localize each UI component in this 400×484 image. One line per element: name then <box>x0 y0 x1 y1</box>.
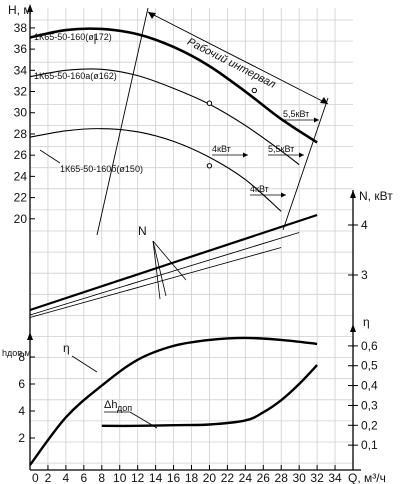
interval-left-boundary <box>96 7 149 236</box>
head-tick-label: 26 <box>14 148 28 162</box>
eff-tick-label: 0,5 <box>361 359 378 373</box>
x-tick-label: 32 <box>310 471 324 484</box>
n-leader-line <box>152 240 167 297</box>
n-leader-line <box>152 240 187 281</box>
left-axis-arrow-npsh <box>27 332 33 340</box>
head-curve-label: 1К65-50-160б(ø150) <box>60 164 143 174</box>
power-tick-label: 3 <box>361 268 368 282</box>
operating-point <box>206 163 213 169</box>
operating-point <box>206 100 213 106</box>
x-tick-label: 14 <box>149 471 163 484</box>
x-tick-label: 16 <box>167 471 181 484</box>
power-curve-2 <box>29 247 282 318</box>
left-axis-arrow <box>27 4 33 12</box>
head-curve-1 <box>29 68 300 166</box>
power-rating-label: 4кВт <box>212 144 231 154</box>
x-tick-label: 18 <box>185 471 199 484</box>
head-curve-2 <box>29 128 282 212</box>
eff-tick-label: 0,1 <box>361 438 378 452</box>
npsh-tick-label: 6 <box>18 377 25 391</box>
x-tick-label: 2 <box>45 471 52 484</box>
head-tick-label: 36 <box>14 42 28 56</box>
interval-arrow <box>320 97 328 104</box>
npsh-tick-label: 8 <box>18 350 25 364</box>
x-tick-label: 10 <box>113 471 127 484</box>
n-leader-line <box>152 240 161 300</box>
interval-arrow <box>148 12 156 19</box>
power-label-arrowhead <box>299 152 304 158</box>
x-tick-label: 4 <box>63 471 70 484</box>
eff-tick-label: 0,4 <box>361 379 378 393</box>
power-rating-label: 5,5кВт <box>268 144 294 154</box>
power-label-arrowhead <box>314 117 319 123</box>
x-axis-title: Q, м³/ч <box>348 471 386 484</box>
head-tick-label: 38 <box>14 21 28 35</box>
power-curve-1 <box>29 232 300 316</box>
head-axis-title: H, м <box>8 3 32 17</box>
power-label-arrowhead <box>281 192 286 198</box>
head-tick-label: 20 <box>14 212 28 226</box>
head-tick-label: 28 <box>14 127 28 141</box>
npsh-tick-label: 4 <box>18 404 25 418</box>
right-axis-arrow-eff <box>350 324 356 332</box>
x-tick-label: 26 <box>257 471 271 484</box>
eff-tick-label: 0,6 <box>361 339 378 353</box>
head-tick-label: 22 <box>14 191 28 205</box>
x-tick-label: 30 <box>292 471 306 484</box>
npsh-leader-line <box>129 411 158 429</box>
eff-axis-title: η <box>363 315 370 329</box>
power-rating-label: 4кВт <box>250 184 269 194</box>
x-tick-label: 6 <box>80 471 87 484</box>
head-curve-0 <box>29 27 318 144</box>
x-tick-label: 0 <box>32 471 39 484</box>
power-curve-0 <box>29 213 318 312</box>
leader-line <box>39 149 61 164</box>
x-tick-label: 12 <box>131 471 145 484</box>
npsh-curve-label: Δh <box>104 399 117 411</box>
head-tick-label: 30 <box>14 106 28 120</box>
npsh-axis-title: hдоп,м <box>2 348 31 358</box>
npsh-curve <box>101 364 318 428</box>
right-axis-arrow-power <box>350 190 356 198</box>
power-axis-title: N, кВт <box>359 189 393 203</box>
x-tick-label: 20 <box>203 471 217 484</box>
head-tick-label: 34 <box>14 63 28 77</box>
power-label-arrowhead <box>243 152 248 158</box>
power-rating-label: 5,5кВт <box>283 109 309 119</box>
n-label: N <box>138 224 147 238</box>
x-tick-label: 22 <box>221 471 235 484</box>
head-tick-label: 32 <box>14 85 28 99</box>
x-tick-label: 24 <box>239 471 253 484</box>
eff-tick-label: 0,2 <box>361 418 378 432</box>
npsh-tick-label: 2 <box>18 431 25 445</box>
power-tick-label: 4 <box>361 218 368 232</box>
x-tick-label: 28 <box>275 471 289 484</box>
interval-right-boundary <box>282 97 329 231</box>
npsh-curve-label-sub: доп <box>117 403 132 413</box>
interval-bracket-line <box>147 11 329 105</box>
x-tick-label: 34 <box>328 471 342 484</box>
operating-point <box>251 87 258 94</box>
head-tick-label: 24 <box>14 169 28 183</box>
eta-leader-line <box>71 355 98 373</box>
x-tick-label: 8 <box>98 471 105 484</box>
eff-tick-label: 0,3 <box>361 398 378 412</box>
head-curve-label: 1К65-50-160(ø172) <box>34 32 112 42</box>
eta-label: η <box>63 341 70 355</box>
efficiency-curve <box>29 336 318 466</box>
head-curve-label: 1К65-50-160а(ø162) <box>34 71 117 81</box>
